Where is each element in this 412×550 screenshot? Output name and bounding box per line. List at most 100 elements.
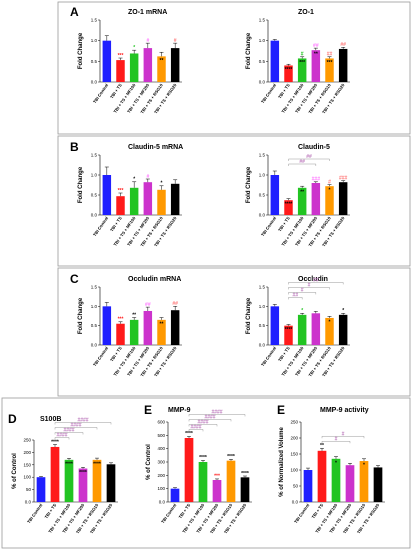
bar bbox=[284, 325, 293, 345]
significance-marker: ** bbox=[320, 443, 324, 449]
panel-label: B bbox=[70, 140, 79, 154]
y-tick-label: 0.0 bbox=[259, 343, 266, 348]
significance-marker: **** bbox=[227, 454, 235, 460]
bar bbox=[311, 183, 321, 215]
bar bbox=[317, 450, 327, 502]
y-axis-label: Fold Change bbox=[246, 32, 252, 69]
bracket-label: #### bbox=[204, 415, 215, 421]
chart-title: ZO-1 bbox=[298, 9, 314, 16]
significance-marker-inside: * bbox=[342, 184, 344, 190]
x-category-label: TBI Control bbox=[260, 216, 277, 238]
significance-marker: **** bbox=[199, 455, 207, 461]
x-category-label: TBI + TS bbox=[109, 346, 123, 363]
bracket-label: # bbox=[342, 431, 345, 437]
bar bbox=[116, 196, 125, 215]
bar bbox=[143, 310, 153, 345]
comparison-bracket bbox=[288, 158, 330, 161]
bar bbox=[325, 58, 334, 82]
significance-marker: *** bbox=[118, 53, 124, 59]
y-tick-label: 300 bbox=[157, 460, 165, 465]
significance-marker-inside: *** bbox=[327, 60, 333, 66]
panel-label: E bbox=[277, 403, 285, 417]
chart-title: S100B bbox=[40, 416, 61, 423]
bar bbox=[116, 323, 125, 345]
bar bbox=[170, 310, 180, 345]
significance-marker-inside: * bbox=[335, 460, 337, 466]
significance-marker: *** bbox=[214, 474, 220, 480]
significance-marker: # bbox=[328, 179, 331, 185]
bracket-label: #### bbox=[56, 433, 67, 439]
bar bbox=[284, 65, 293, 82]
bar bbox=[157, 319, 166, 345]
significance-marker-inside: **** bbox=[79, 470, 87, 476]
y-tick-label: 0.0 bbox=[159, 500, 166, 505]
bar bbox=[297, 58, 307, 82]
bar bbox=[64, 459, 74, 502]
y-tick-label: 400 bbox=[157, 446, 165, 451]
bar bbox=[373, 467, 383, 502]
comparison-bracket bbox=[288, 287, 330, 290]
significance-marker: *** bbox=[118, 317, 124, 323]
chart-title: Occludin bbox=[298, 276, 328, 283]
comparison-bracket bbox=[54, 437, 70, 440]
bar bbox=[311, 313, 321, 345]
chart-panel-4: C Occludin mRNA Fold Change 0.0 0.5 1.0 1.5 TBI… bbox=[70, 272, 182, 378]
significance-marker-inside: * bbox=[363, 463, 365, 469]
bar bbox=[106, 464, 116, 502]
significance-marker: * bbox=[161, 181, 163, 187]
bracket-label: # bbox=[335, 436, 338, 442]
y-tick-label: 500 bbox=[157, 433, 165, 438]
x-category-label: TBI Control bbox=[293, 503, 310, 525]
x-category-label: TBI + TS bbox=[311, 503, 325, 520]
significance-marker-inside: **** bbox=[285, 67, 293, 73]
bar bbox=[240, 477, 250, 502]
significance-marker: *** bbox=[118, 188, 124, 194]
significance-marker: * bbox=[133, 177, 135, 183]
bar bbox=[102, 175, 112, 215]
significance-marker-inside: **** bbox=[285, 202, 293, 208]
bar bbox=[78, 468, 88, 502]
y-tick-label: 0.5 bbox=[91, 323, 98, 328]
y-tick-label: 150 bbox=[23, 462, 31, 467]
bracket-label: #### bbox=[70, 423, 81, 429]
bar bbox=[345, 465, 355, 502]
y-tick-label: 0.0 bbox=[292, 500, 299, 505]
significance-marker: ## bbox=[172, 301, 178, 307]
y-axis-label: Fold Change bbox=[246, 166, 252, 203]
row-d-frame bbox=[1, 397, 411, 549]
bracket-label: #### bbox=[190, 425, 201, 431]
significance-marker-inside: ** bbox=[160, 58, 164, 64]
y-tick-label: 0.5 bbox=[259, 323, 266, 328]
y-tick-label: 0.0 bbox=[91, 80, 98, 85]
y-tick-label: 250 bbox=[290, 420, 298, 425]
bar bbox=[50, 446, 60, 502]
chart-title: Claudin-5 bbox=[298, 144, 330, 151]
comparison-bracket bbox=[54, 422, 112, 425]
bar bbox=[102, 306, 112, 345]
y-tick-label: 1.5 bbox=[259, 285, 266, 290]
bar bbox=[270, 40, 280, 82]
significance-marker: # bbox=[146, 38, 149, 44]
significance-marker-inside: **** bbox=[93, 461, 101, 467]
comparison-bracket bbox=[188, 424, 218, 427]
significance-marker-inside: ** bbox=[300, 189, 304, 195]
row-a-frame bbox=[57, 1, 411, 135]
chart-panel-6: D S100B % of Control 0.0 50 100 150 200 250 TBI C… bbox=[8, 412, 118, 535]
bar bbox=[311, 50, 321, 82]
bar bbox=[297, 314, 307, 345]
y-axis-label: Fold Change bbox=[78, 32, 84, 69]
x-category-label: TBI Control bbox=[92, 216, 109, 238]
bar bbox=[303, 470, 313, 502]
bracket-label: ## bbox=[299, 159, 305, 165]
y-tick-label: 1.5 bbox=[91, 18, 98, 23]
bar bbox=[129, 53, 139, 82]
bar bbox=[102, 40, 112, 82]
bar bbox=[212, 480, 222, 502]
bar bbox=[170, 488, 180, 502]
x-category-label: TBI Control bbox=[92, 83, 109, 105]
chart-panel-5: Occludin Fold Change 0.0 0.5 1.0 1.5 TBI Contr… bbox=[246, 276, 350, 378]
comparison-bracket bbox=[188, 419, 232, 422]
comparison-bracket bbox=[188, 429, 204, 432]
bar bbox=[116, 60, 125, 82]
y-tick-label: 1.0 bbox=[259, 38, 266, 43]
